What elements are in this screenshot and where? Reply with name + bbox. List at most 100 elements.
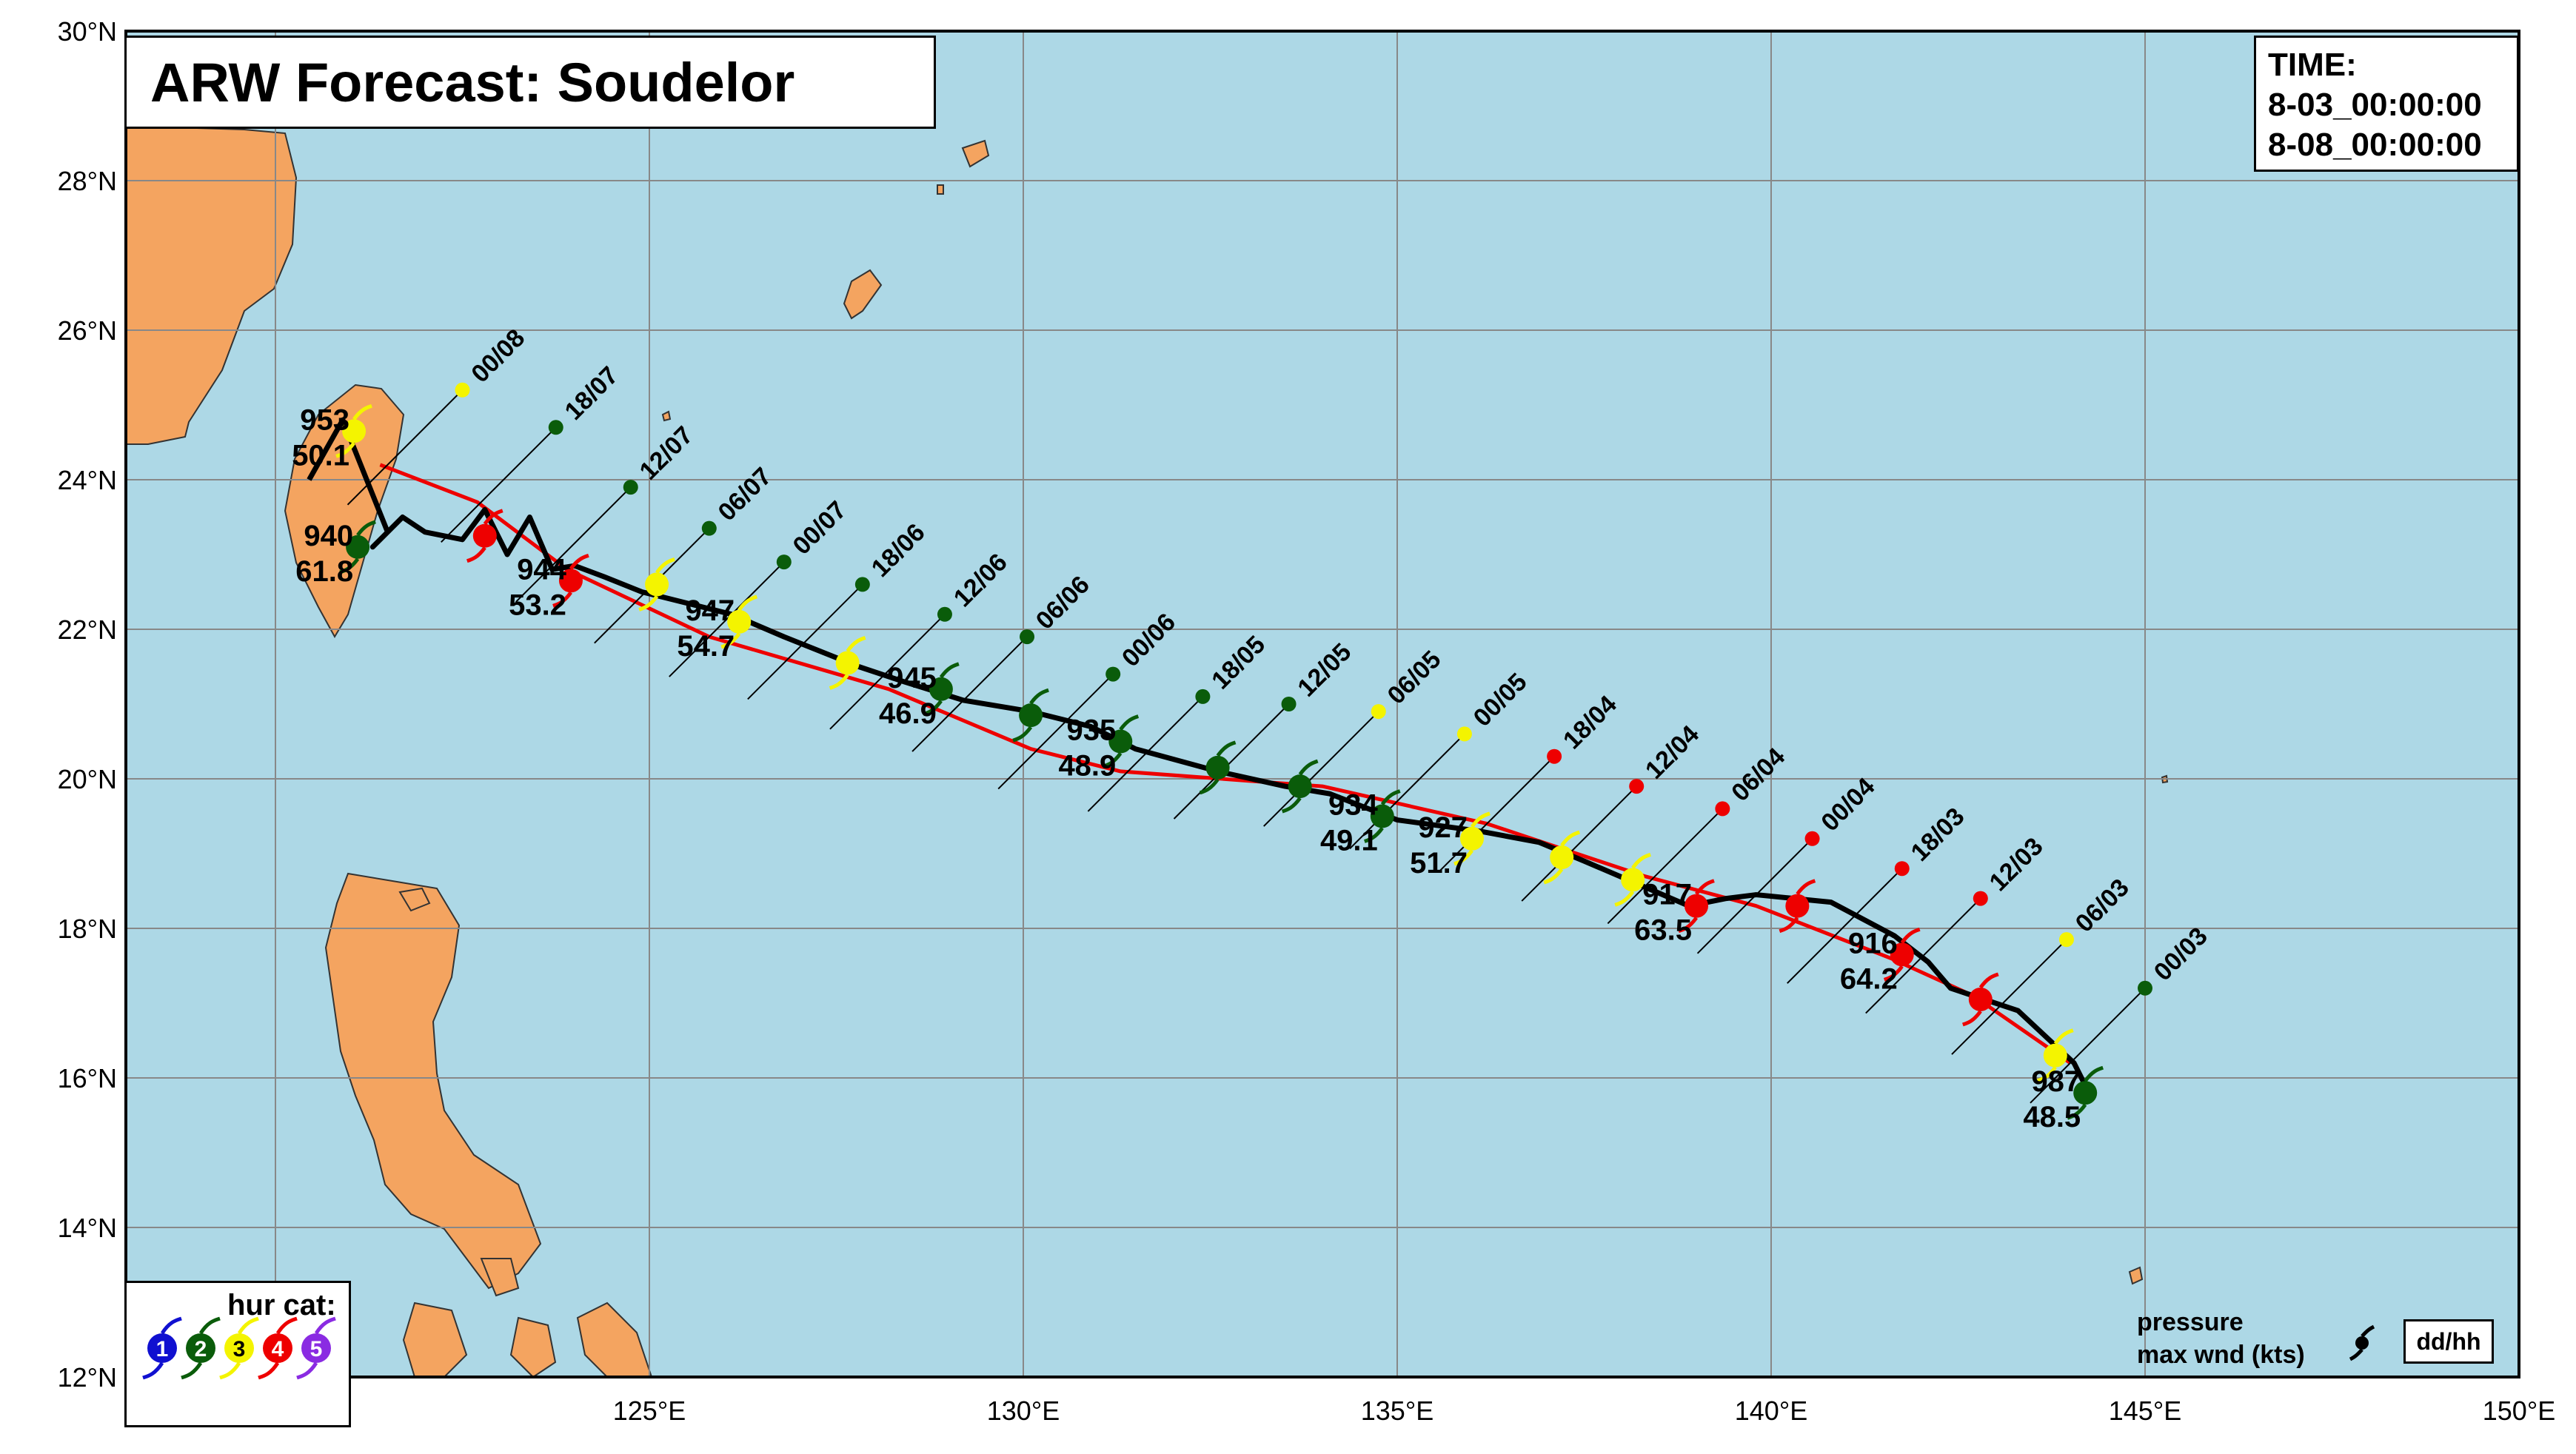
- land-okinawa: [843, 269, 883, 320]
- land-amami: [961, 139, 990, 168]
- storm-marker: [1614, 852, 1651, 907]
- time-leader-line: [1173, 703, 1290, 820]
- storm-marker: [1678, 879, 1715, 934]
- legend-category-2: 2: [181, 1316, 221, 1380]
- time-leader-line: [1787, 868, 1903, 984]
- land-island-2: [480, 1258, 520, 1297]
- land-island-1: [509, 1316, 557, 1377]
- time-dot: [776, 555, 792, 570]
- land-islet-c: [2128, 1266, 2144, 1285]
- lat-label: 28°N: [58, 166, 117, 196]
- time-leader-line: [997, 673, 1114, 790]
- map-title: ARW Forecast: Soudelor: [124, 36, 936, 129]
- lon-label: 140°E: [1735, 1396, 1807, 1426]
- storm-marker: [1012, 688, 1049, 743]
- time-leader-line: [1263, 711, 1379, 827]
- land-taiwan: [284, 383, 405, 639]
- pressure-label: 927: [1418, 811, 1468, 844]
- lat-label: 14°N: [58, 1213, 117, 1243]
- wind-label: 50.1: [292, 439, 349, 472]
- lon-label: 135°E: [1361, 1396, 1433, 1426]
- lat-label: 24°N: [58, 465, 117, 495]
- time-leader-lines: [347, 382, 2152, 1104]
- time-leader-line: [1521, 785, 1637, 902]
- time-dot: [1629, 779, 1645, 794]
- time-label: TIME:: [2268, 47, 2357, 83]
- lat-lon-grid: [126, 31, 2519, 1377]
- legend-category-number: 5: [310, 1337, 323, 1361]
- land-mindoro: [402, 1301, 468, 1377]
- wind-label: 48.9: [1058, 750, 1116, 783]
- storm-marker: [923, 662, 960, 717]
- time-start: 8-03_00:00:00: [2268, 87, 2482, 123]
- map-title-text: ARW Forecast: Soudelor: [150, 51, 795, 113]
- legend-category-icons: 1 2 3 4 5: [142, 1316, 336, 1380]
- pressure-label: 917: [1642, 879, 1692, 911]
- time-leader-line: [1439, 755, 1555, 872]
- time-dot: [937, 606, 952, 622]
- lat-label: 18°N: [58, 914, 117, 944]
- lat-label: 20°N: [58, 764, 117, 794]
- lon-label: 145°E: [2109, 1396, 2181, 1426]
- label-key: pressure max wnd (kts): [2137, 1306, 2305, 1371]
- wind-label: 49.1: [1320, 825, 1378, 857]
- legend-category-number: 2: [195, 1337, 207, 1361]
- time-range-box: TIME: 8-03_00:00:00 8-08_00:00:00: [2254, 36, 2519, 172]
- time-leader-line: [441, 426, 557, 543]
- land-samar: [576, 1301, 653, 1377]
- time-dot: [2058, 932, 2074, 948]
- wind-label: 51.7: [1410, 847, 1468, 880]
- land-islet-a: [937, 184, 944, 195]
- time-leader-line: [747, 583, 863, 700]
- lat-label: 26°N: [58, 315, 117, 346]
- time-dot: [1804, 831, 1820, 846]
- pressure-label: 953: [300, 403, 349, 436]
- lon-label: 125°E: [613, 1396, 686, 1426]
- time-format-key: dd/hh: [2403, 1319, 2494, 1364]
- storm-marker: [1102, 714, 1140, 768]
- ocean-area: [126, 31, 2519, 1377]
- storm-marker: [1779, 879, 1816, 934]
- time-dot: [1547, 748, 1562, 764]
- wind-label: 64.2: [1840, 962, 1898, 995]
- time-dot: [1105, 666, 1121, 682]
- storm-marker: [1883, 927, 1921, 982]
- plot-frame: [124, 30, 2520, 1378]
- time-leader-line: [911, 636, 1028, 752]
- time-dot: [1195, 689, 1211, 704]
- key-wind-label: max wnd (kts): [2137, 1341, 2305, 1369]
- storm-marker: [720, 594, 757, 649]
- lon-label: 150°E: [2483, 1396, 2555, 1426]
- wind-label: 63.5: [1634, 914, 1692, 947]
- time-dot: [1894, 861, 1910, 877]
- pressure-label: 940: [304, 520, 353, 552]
- time-dot: [548, 420, 563, 435]
- wind-label: 54.7: [677, 630, 735, 663]
- time-dot: [1715, 801, 1730, 817]
- land-china-coast: [126, 124, 298, 445]
- hurricane-category-legend: hur cat: 1 2 3 4 5: [124, 1281, 351, 1427]
- pressure-label: 944: [517, 553, 566, 586]
- legend-category-number: 4: [272, 1337, 284, 1361]
- lon-label: 130°E: [987, 1396, 1060, 1426]
- wind-label: 48.5: [2023, 1101, 2081, 1133]
- time-dot: [2138, 980, 2152, 996]
- time-dot: [623, 480, 638, 495]
- storm-marker: [335, 403, 372, 458]
- storm-marker: [1543, 830, 1580, 885]
- legend-title: hur cat:: [227, 1289, 336, 1321]
- time-leader-line: [515, 486, 632, 603]
- land-luzon-north-isle: [398, 887, 431, 912]
- legend-category-1: 1: [142, 1316, 182, 1380]
- time-dot: [1973, 891, 1988, 906]
- pressure-label: 934: [1328, 789, 1378, 822]
- legend-category-5: 5: [296, 1316, 336, 1380]
- pressure-label: 947: [685, 594, 735, 627]
- legend-category-3: 3: [219, 1316, 259, 1380]
- axis-labels: 120°E125°E130°E135°E140°E145°E150°E12°N1…: [58, 16, 2556, 1426]
- landmass-group: [126, 124, 2169, 1377]
- time-leader-line: [669, 561, 785, 677]
- lat-label: 16°N: [58, 1063, 117, 1093]
- time-dot: [1371, 704, 1386, 720]
